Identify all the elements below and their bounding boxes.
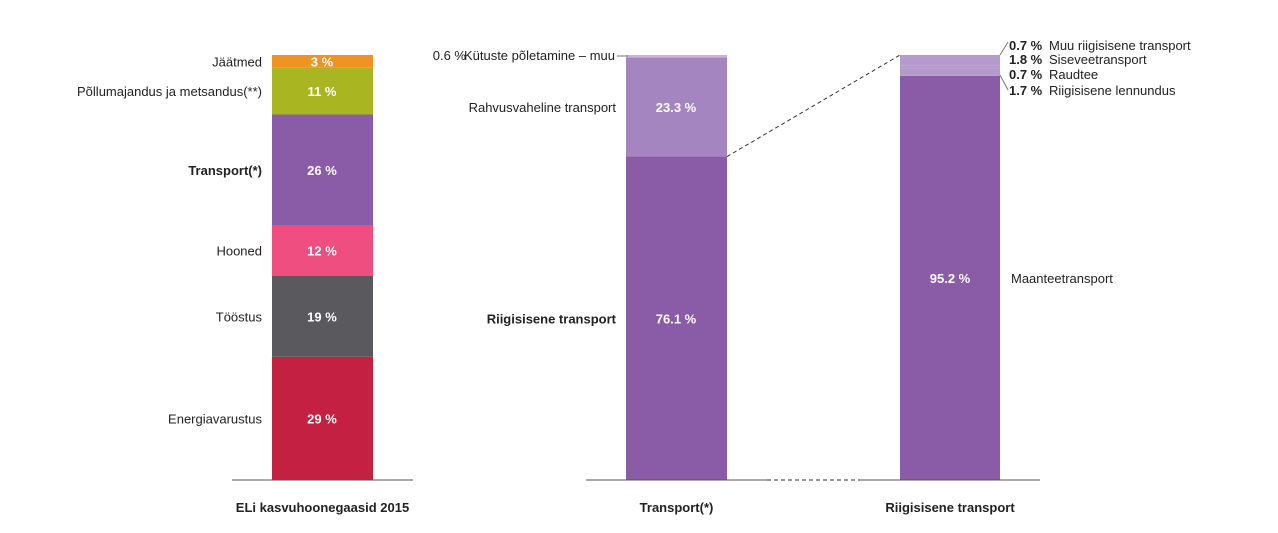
category-label: Energiavarustus: [168, 411, 262, 426]
category-label: Hooned: [216, 244, 262, 259]
data-label: 1.8 %: [1009, 52, 1043, 67]
bar-segment: [900, 68, 1000, 76]
x-axis-label: Riigisisene transport: [885, 500, 1015, 515]
data-label: 11 %: [308, 84, 337, 99]
data-label: 0.7 %: [1009, 67, 1043, 82]
category-label: Maanteetransport: [1011, 271, 1113, 286]
bar-segment: [272, 225, 373, 276]
data-label: 19 %: [307, 309, 337, 324]
data-label: 1.7 %: [1009, 83, 1043, 98]
data-label: 12 %: [307, 244, 337, 259]
data-label: 29 %: [307, 411, 337, 426]
category-label: Rahvusvaheline transport: [469, 100, 617, 115]
data-label: 3 %: [311, 54, 334, 69]
leader-line: [999, 41, 1009, 56]
bar-segment: [272, 114, 373, 225]
bar-segment: [900, 65, 1000, 69]
x-axis-label: ELi kasvuhoonegaasid 2015: [236, 500, 409, 515]
category-label: Riigisisene transport: [487, 311, 617, 326]
category-label: Jäätmed: [212, 54, 262, 69]
bar-segment: [900, 55, 1000, 58]
data-label: 23.3 %: [656, 100, 697, 115]
connector-line: [726, 54, 901, 158]
bar-segment: [272, 276, 373, 357]
data-label: 0.6 %: [433, 48, 467, 63]
bar-segment: [626, 156, 727, 480]
category-label: Kütuste põletamine – muu: [464, 48, 615, 63]
bar-segment: [900, 57, 1000, 66]
bar-segment: [272, 67, 373, 115]
x-axis-label: Transport(*): [640, 500, 714, 515]
bar-segment: [626, 55, 727, 58]
category-label: Transport(*): [188, 163, 262, 178]
category-label: Põllumajandus ja metsandus(**): [77, 84, 262, 99]
category-label: Siseveetransport: [1049, 52, 1147, 67]
bar-segment: [626, 57, 727, 157]
bar-segment: [272, 356, 373, 480]
category-label: Tööstus: [216, 309, 263, 324]
bar-segment: [272, 55, 373, 68]
category-label: Riigisisene lennundus: [1049, 83, 1176, 98]
leader-line: [999, 74, 1009, 91]
category-label: Raudtee: [1049, 67, 1098, 82]
data-label: 26 %: [307, 163, 337, 178]
data-label: 95.2 %: [930, 271, 971, 286]
data-label: 0.7 %: [1009, 38, 1043, 53]
data-label: 76.1 %: [656, 311, 697, 326]
category-label: Muu riigisisene transport: [1049, 38, 1191, 53]
bar-segment: [900, 75, 1000, 480]
